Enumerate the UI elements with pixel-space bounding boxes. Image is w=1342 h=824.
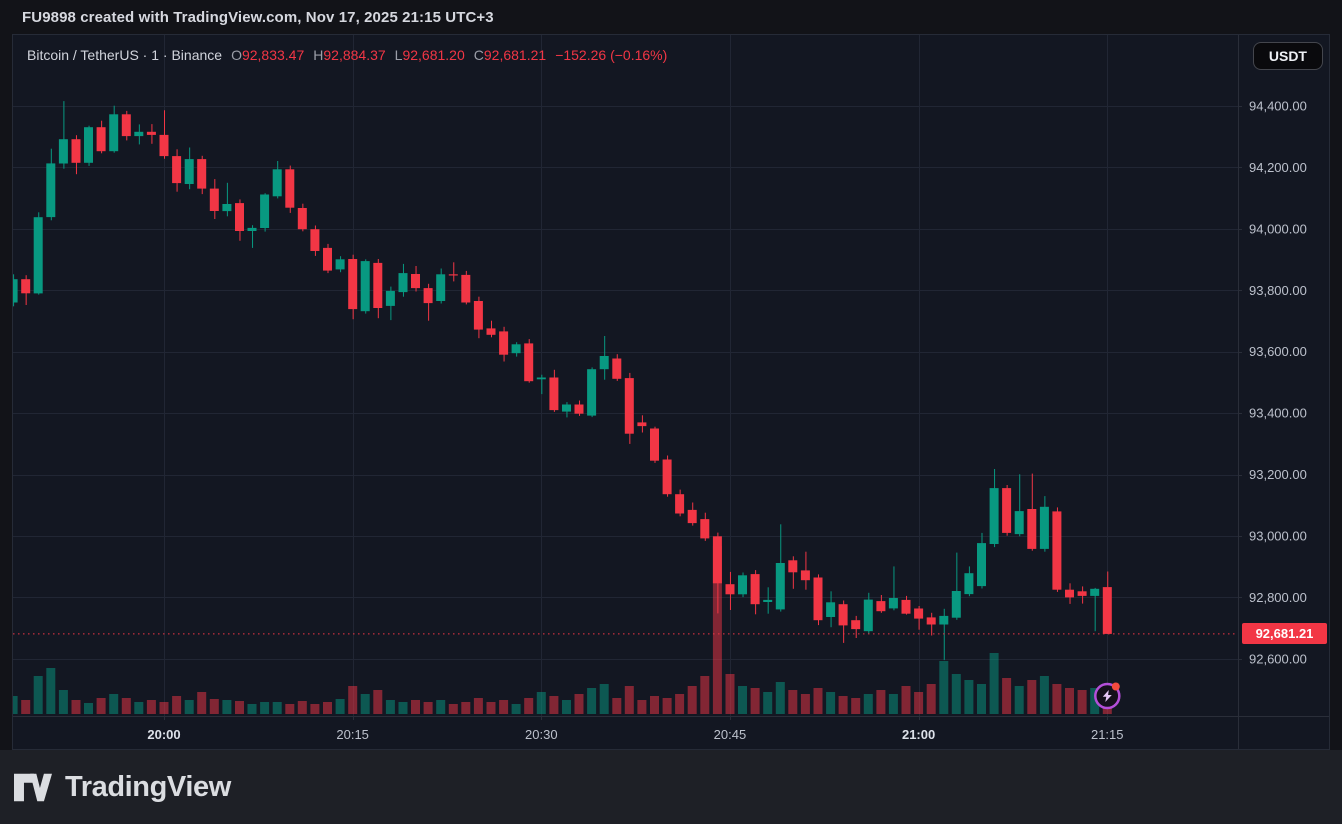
candles-layer <box>13 101 1112 661</box>
current-price-label: 92,681.21 <box>1242 623 1327 644</box>
symbol-title[interactable]: Bitcoin / TetherUS · 1 · Binance <box>27 47 223 63</box>
currency-usdt-button[interactable]: USDT <box>1252 42 1323 70</box>
tradingview-brand-link[interactable]: TradingView <box>14 771 231 804</box>
svg-text:21:15: 21:15 <box>1091 727 1124 742</box>
close-value: 92,681.21 <box>483 47 547 63</box>
ohlc-open: O92,833.47 <box>231 47 304 63</box>
svg-text:21:00: 21:00 <box>902 727 935 742</box>
svg-text:94,200.00: 94,200.00 <box>1249 160 1307 175</box>
ohlc-close: C92,681.21 <box>474 47 546 63</box>
svg-text:93,400.00: 93,400.00 <box>1249 406 1307 421</box>
svg-text:93,800.00: 93,800.00 <box>1249 283 1307 298</box>
bottom-brand-bar: TradingView <box>0 750 1342 824</box>
symbol-legend: Bitcoin / TetherUS · 1 · Binance O92,833… <box>27 47 667 63</box>
ohlc-high: H92,884.37 <box>313 47 385 63</box>
low-label: L <box>394 47 403 63</box>
svg-text:92,800.00: 92,800.00 <box>1249 590 1307 605</box>
grid-layer <box>13 35 1242 720</box>
low-value: 92,681.20 <box>402 47 465 63</box>
svg-text:93,600.00: 93,600.00 <box>1249 344 1307 359</box>
svg-text:20:30: 20:30 <box>525 727 558 742</box>
price-axis-labels[interactable]: 94,400.00 94,200.00 94,000.00 93,800.00 93,6… <box>1249 99 1307 667</box>
open-label: O <box>231 47 242 63</box>
tradingview-logo-icon <box>14 773 52 801</box>
snapshot-title: FU9898 created with TradingView.com, Nov… <box>22 8 494 26</box>
svg-text:93,000.00: 93,000.00 <box>1249 528 1307 543</box>
lightning-badge[interactable] <box>1094 682 1121 710</box>
price-change: −152.26 (−0.16%) <box>555 47 668 63</box>
ohlc-low: L92,681.20 <box>395 47 465 63</box>
svg-text:93,200.00: 93,200.00 <box>1249 467 1307 482</box>
chart-panel: Bitcoin / TetherUS · 1 · Binance O92,833… <box>12 34 1330 750</box>
tradingview-wordmark: TradingView <box>65 770 231 803</box>
svg-text:92,600.00: 92,600.00 <box>1249 651 1307 666</box>
snapshot-title-bar: FU9898 created with TradingView.com, Nov… <box>0 0 1342 34</box>
high-value: 92,884.37 <box>323 47 386 63</box>
high-label: H <box>313 47 324 63</box>
close-label: C <box>473 47 484 63</box>
chart-canvas[interactable]: 94,400.00 94,200.00 94,000.00 93,800.00 93,6… <box>13 35 1329 749</box>
svg-text:20:15: 20:15 <box>336 727 369 742</box>
open-value: 92,833.47 <box>241 47 305 63</box>
svg-text:20:00: 20:00 <box>147 727 180 742</box>
svg-text:94,000.00: 94,000.00 <box>1249 221 1307 236</box>
svg-text:94,400.00: 94,400.00 <box>1249 99 1307 114</box>
svg-text:20:45: 20:45 <box>714 727 747 742</box>
time-axis-labels[interactable]: 20:00 20:15 20:30 20:45 21:00 21:15 <box>147 727 1123 742</box>
volume-layer <box>13 546 1112 714</box>
